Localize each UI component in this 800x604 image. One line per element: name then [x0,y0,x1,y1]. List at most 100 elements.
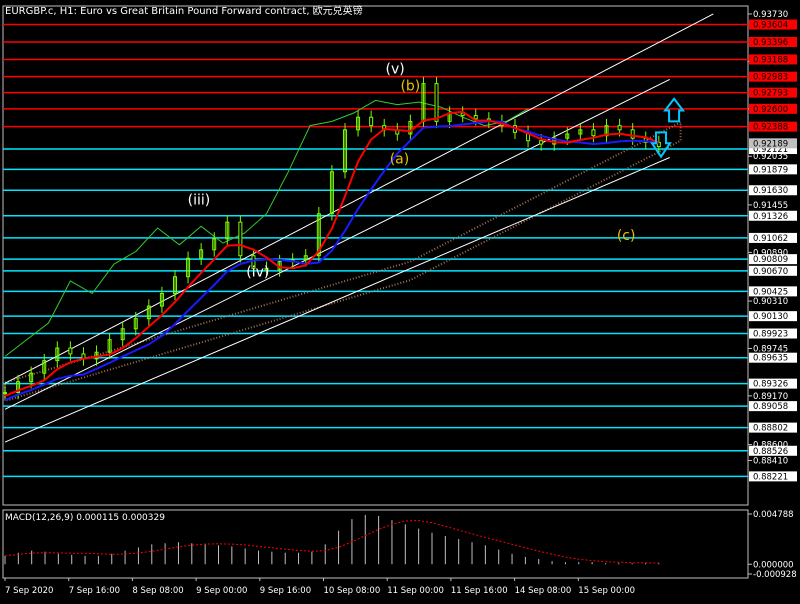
support-level-tag [749,144,797,155]
candle-body [617,125,622,131]
time-tick-label: 11 Sep 16:00 [451,586,508,596]
candle-body [434,83,439,122]
macd-tick-label: 0.000000 [753,560,794,570]
candle-body [42,360,47,374]
support-level-tag [749,185,797,196]
support-level-label: 0.91879 [753,165,788,175]
time-tick-label: 11 Sep 00:00 [387,586,444,596]
support-level-label: 0.92121 [753,145,788,155]
candle-body [460,112,465,117]
resistance-level-label: 0.93188 [753,55,788,65]
elliott-wave-label: (b) [400,78,420,94]
time-tick-label: 9 Sep 16:00 [260,586,311,596]
candle-body [408,120,413,135]
support-level-label: 0.89635 [753,354,788,364]
support-level-tag [749,210,797,221]
support-level-tag [749,164,797,175]
elliott-wave-label: (iii) [188,193,211,209]
elliott-wave-label: (v) [386,62,405,78]
support-level-label: 0.90425 [753,287,788,297]
candle-body [3,392,7,395]
candle-body [55,347,60,362]
resistance-level-label: 0.92388 [753,123,788,133]
macd-signal-line [4,519,659,564]
resistance-level-tag [749,87,797,98]
resistance-level-label: 0.92600 [753,105,788,115]
support-level-tag [749,232,797,243]
candle-body [539,140,544,145]
support-level-tag [749,254,797,265]
chart-title: EURGBP.c, H1: Euro vs Great Britain Poun… [5,4,363,17]
candle-body [29,372,34,383]
support-level-label: 0.91326 [753,212,788,222]
support-level-label: 0.89923 [753,330,788,340]
support-level-label: 0.89326 [753,380,788,390]
candle-body [578,129,583,135]
price-tick-label: 0.92035 [753,152,788,162]
candle-body [225,221,230,240]
time-tick-label: 9 Sep 00:00 [196,586,247,596]
support-level-tag [749,265,797,276]
support-level-tag [749,401,797,412]
trend-channel-line [4,78,670,410]
candle-body [133,318,138,330]
support-level-tag [749,445,797,456]
support-level-tag [749,471,797,482]
resistance-level-tag [749,103,797,114]
candle-body [186,257,191,278]
up-arrow-icon [663,97,686,123]
resistance-level-label: 0.93604 [753,21,788,31]
price-tick-label: 0.93730 [753,10,788,20]
support-level-tag [749,378,797,389]
price-tick-label: 0.90890 [753,248,788,258]
candle-body [342,129,347,173]
current-price-label: 0.92189 [753,139,788,149]
support-level-label: 0.89058 [753,402,788,412]
macd-plot-frame [2,509,749,579]
support-level-label: 0.90670 [753,267,788,277]
time-tick-label: 7 Sep 16:00 [69,586,120,596]
candle-body [120,328,125,341]
current-price-tag [749,138,797,149]
support-level-tag [749,286,797,297]
price-tick-label: 0.89170 [753,392,788,402]
price-tick-label: 0.90310 [753,297,788,307]
time-tick-label: 7 Sep 2020 [5,586,53,596]
time-tick-label: 14 Sep 08:00 [515,586,572,596]
support-level-label: 0.91062 [753,234,788,244]
candle-body [107,339,112,353]
elliott-wave-label: (c) [617,228,636,244]
candle-body [356,116,361,131]
macd-tick-label: 0.004788 [753,510,794,520]
candle-body [369,116,374,127]
candle-body [591,129,596,137]
candle-body [251,255,256,269]
support-level-label: 0.88802 [753,424,788,434]
support-level-label: 0.90809 [753,255,788,265]
price-tick-label: 0.91455 [753,201,788,211]
support-level-tag [749,328,797,339]
down-arrow-icon [650,131,672,159]
resistance-level-label: 0.92983 [753,73,788,83]
moving-average-slow [4,120,659,402]
candle-body [264,267,269,271]
elliott-wave-label: (iv) [246,265,269,281]
candle-body [146,305,151,320]
resistance-level-tag [749,121,797,132]
price-tick-label: 0.88410 [753,457,788,467]
price-tick-label: 0.88600 [753,441,788,451]
support-level-tag [749,311,797,322]
time-tick-label: 10 Sep 08:00 [324,586,381,596]
trend-channel-line [4,13,714,384]
support-level-tag [749,352,797,363]
candle-body [316,213,321,257]
candle-body [630,129,635,139]
chikou-span-line [4,99,529,357]
resistance-level-label: 0.93396 [753,38,788,48]
support-level-label: 0.90130 [753,312,788,322]
candle-body [16,381,21,394]
support-level-label: 0.88526 [753,447,788,457]
candle-body [604,125,609,137]
